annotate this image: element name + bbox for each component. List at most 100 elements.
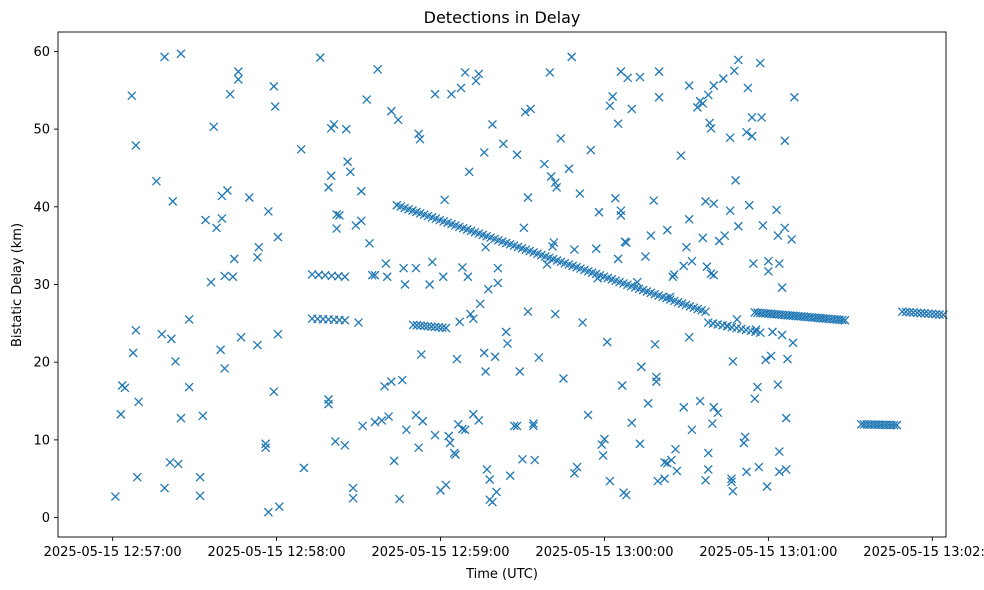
- detection-point: [742, 127, 752, 137]
- detection-point: [373, 64, 383, 74]
- detection-point: [621, 238, 631, 248]
- detection-point: [408, 320, 418, 330]
- detection-point: [539, 159, 549, 169]
- detection-point: [503, 339, 512, 349]
- detection-point: [419, 321, 429, 331]
- detection-point: [341, 124, 351, 134]
- detection-point: [777, 330, 787, 340]
- detection-point: [446, 89, 456, 99]
- detection-point: [430, 89, 440, 99]
- detection-point: [490, 352, 500, 362]
- detection-point: [348, 493, 358, 503]
- detection-point: [698, 99, 708, 108]
- detection-point: [653, 476, 663, 486]
- detection-point: [684, 81, 694, 91]
- detection-point: [613, 119, 623, 129]
- detection-point: [468, 314, 478, 324]
- detection-point: [545, 67, 555, 77]
- detection-point: [212, 223, 221, 233]
- detection-point: [617, 381, 627, 390]
- detection-point: [731, 175, 741, 185]
- detection-point: [269, 387, 279, 397]
- detection-point: [668, 272, 678, 282]
- detection-point: [384, 412, 394, 422]
- detection-point: [512, 150, 522, 160]
- detection-point: [679, 402, 689, 412]
- detection-point: [707, 419, 717, 429]
- detection-point: [487, 497, 497, 507]
- detection-point: [216, 345, 226, 355]
- detection-point: [426, 322, 436, 332]
- detection-point: [228, 272, 238, 282]
- detection-point: [173, 459, 183, 469]
- x-tick-label: 2025-05-15 13:01:00: [699, 545, 837, 560]
- y-axis-label: Bistatic Delay (km): [10, 223, 25, 347]
- detection-point: [728, 356, 738, 366]
- detection-point: [916, 308, 926, 318]
- detection-point: [324, 399, 333, 409]
- detection-point: [635, 439, 645, 449]
- detection-point: [430, 430, 440, 440]
- detection-point: [709, 402, 719, 412]
- detection-point: [773, 380, 783, 390]
- detection-point: [340, 272, 350, 282]
- detection-point: [131, 140, 141, 150]
- detection-point: [273, 232, 283, 242]
- detection-point: [254, 242, 264, 252]
- detection-point: [414, 443, 424, 453]
- detection-point: [220, 271, 230, 281]
- detection-point: [646, 231, 656, 241]
- detection-point: [713, 408, 723, 418]
- detection-point: [365, 238, 374, 248]
- detection-point: [400, 280, 410, 289]
- detection-point: [464, 167, 474, 177]
- detection-point: [643, 398, 653, 408]
- detection-point: [613, 254, 623, 264]
- detection-point: [127, 91, 137, 101]
- detection-point: [627, 104, 637, 114]
- detection-point: [701, 196, 711, 206]
- detection-point: [692, 102, 702, 112]
- detection-point: [206, 277, 216, 287]
- detection-point: [176, 49, 186, 59]
- detection-point: [594, 207, 604, 217]
- detection-point: [362, 95, 372, 105]
- detection-point: [184, 315, 194, 324]
- detection-point: [640, 252, 650, 261]
- detection-point: [681, 242, 691, 252]
- detection-point: [935, 310, 945, 319]
- detection-point: [416, 349, 426, 359]
- detection-point: [165, 457, 175, 467]
- detection-point: [733, 221, 743, 231]
- detection-point: [534, 353, 544, 362]
- detection-point: [747, 131, 757, 141]
- detection-point: [270, 102, 280, 112]
- detection-point: [131, 325, 141, 335]
- detection-point: [427, 257, 437, 267]
- detection-point: [772, 205, 782, 215]
- detection-point: [740, 432, 750, 442]
- detection-point: [718, 74, 728, 84]
- detection-point: [698, 233, 708, 243]
- detection-point: [397, 375, 407, 385]
- detection-point: [669, 269, 679, 279]
- detection-point: [395, 494, 404, 504]
- y-axis-ticks: 0 10 20 30 40 50 60: [33, 45, 58, 526]
- detection-point: [157, 329, 167, 339]
- detection-point: [621, 490, 631, 500]
- detection-point: [729, 66, 739, 76]
- detection-point: [605, 476, 615, 486]
- detection-point: [732, 315, 742, 324]
- detection-point: [789, 92, 799, 102]
- detection-point: [598, 450, 608, 460]
- detection-point: [728, 486, 738, 496]
- detection-point: [727, 477, 736, 487]
- detection-point: [671, 444, 680, 454]
- detection-point: [176, 413, 186, 423]
- detection-point: [217, 214, 227, 223]
- detection-point: [332, 224, 342, 234]
- x-tick-label: 2025-05-15 12:57:00: [44, 545, 182, 560]
- detection-point: [134, 397, 144, 407]
- detection-point: [345, 167, 355, 177]
- detection-point: [252, 340, 262, 350]
